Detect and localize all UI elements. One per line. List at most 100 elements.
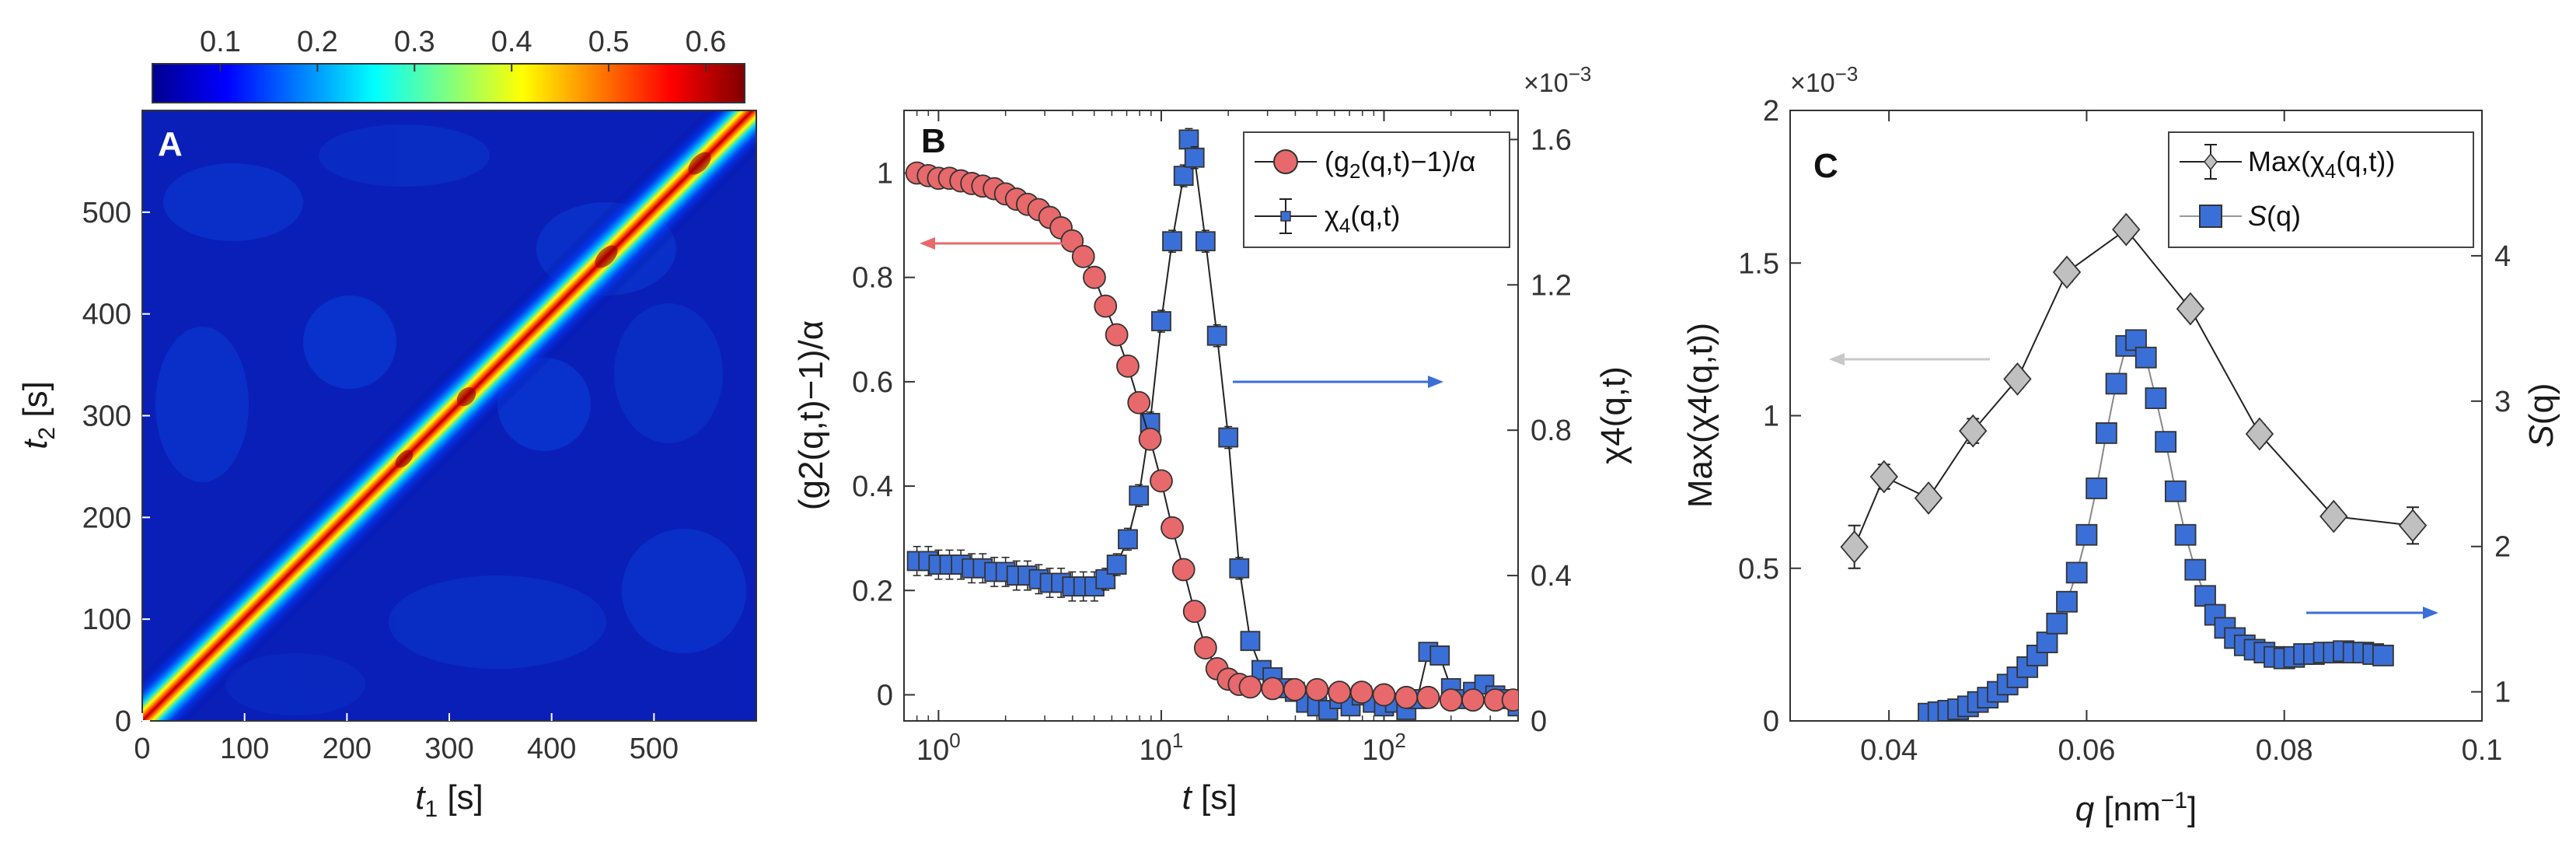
x-tick-label: 100 — [220, 733, 269, 765]
g2-point — [1071, 244, 1095, 268]
y-right-tick-label: 1.6 — [1531, 124, 1572, 156]
y-left-tick-label: 0.4 — [852, 470, 893, 503]
sq-point — [2134, 346, 2157, 369]
g2-point — [1138, 427, 1162, 451]
chi4-point — [1240, 631, 1261, 652]
g2-point — [1501, 688, 1518, 712]
panel-b-marks — [905, 128, 1518, 720]
g2-point — [1238, 675, 1262, 699]
colorbar — [152, 63, 745, 103]
g2-point — [1105, 323, 1129, 347]
chi4-point — [1118, 529, 1138, 550]
legend-maxchi4-entry: Max(χ4(q,t)) — [2180, 144, 2395, 183]
g2-point — [1171, 558, 1196, 582]
panel-b-xlabel: t [s] — [1182, 778, 1237, 817]
panel-c-marks — [1840, 212, 2428, 721]
sq-point — [2184, 558, 2207, 581]
y-left-tick-label: 1.5 — [1738, 247, 1779, 280]
sq-point — [2164, 480, 2187, 502]
panel-c-arrow-right — [2306, 607, 2438, 619]
y-tick-label: 0 — [115, 705, 131, 738]
g2-point — [1283, 677, 1307, 701]
maxchi4-point — [1869, 460, 1898, 494]
sq-point — [2075, 523, 2098, 546]
maxchi4-point — [1959, 414, 1988, 448]
chi4-point — [1151, 311, 1171, 331]
g2-point — [1116, 354, 1140, 378]
panel-a-axes: 0 100 200 300 400 500 0 100 200 300 400 500 — [82, 197, 679, 765]
g2-point — [1461, 688, 1485, 712]
y-right-tick-label: 0 — [1531, 705, 1547, 738]
g2-point — [1261, 677, 1285, 701]
sq-point — [2174, 523, 2197, 546]
chi4-point — [1184, 147, 1205, 168]
g2-point — [1094, 294, 1118, 318]
sq-point — [2056, 590, 2078, 613]
chi4-point — [1206, 325, 1227, 346]
y-right-tick-label: 4 — [2494, 240, 2511, 273]
x-tick-label: 100 — [916, 729, 961, 767]
colorbar-tick-label: 0.3 — [394, 26, 435, 58]
panel-b-arrow-left — [920, 237, 1073, 250]
g2-point — [1328, 680, 1352, 704]
y-left-tick-label: 1 — [1763, 401, 1779, 433]
x-tick-label: 0.08 — [2256, 734, 2313, 767]
legend-maxchi4-label: Max(χ4(q,t)) — [2248, 145, 2395, 183]
g2-point — [1305, 677, 1329, 701]
chi4-point — [1173, 166, 1194, 187]
x-tick-label: 500 — [630, 733, 679, 765]
x-tick-label: 300 — [424, 733, 473, 765]
panel-b-axes: 100 101 102 0 0.2 0.4 0.6 0.8 1 0 0.4 0.8 1.2 1.6 — [852, 110, 1572, 767]
y-left-tick-label: 0 — [877, 679, 893, 712]
maxchi4-point — [2052, 255, 2082, 289]
g2-point — [1416, 685, 1440, 709]
legend-g2-entry: (g2(q,t)−1)/α — [1255, 145, 1475, 183]
panel-c-plot: 0.04 0.06 0.08 0.1 0 0.5 1 1.5 2 1 2 3 4 C ×10−3 Max… — [1681, 62, 2560, 828]
panel-c-label: C — [1813, 147, 1838, 185]
colorbar-tick-label: 0.6 — [686, 26, 727, 58]
colorbar-tick-label: 0.2 — [297, 26, 338, 58]
y-right-tick-label: 2 — [2494, 531, 2511, 564]
colorbar-tick-label: 0.1 — [200, 26, 241, 58]
g2-point — [1193, 636, 1217, 659]
y-left-tick-label: 0.8 — [852, 262, 893, 295]
x-tick-label: 200 — [323, 733, 372, 765]
legend-sq-entry: S(q) — [2180, 200, 2301, 232]
y-left-tick-label: 0.5 — [1738, 553, 1779, 586]
g2-point — [1182, 600, 1206, 624]
sq-point — [2036, 631, 2058, 653]
g2-point — [1372, 683, 1396, 707]
x-tick-label: 0.06 — [2058, 734, 2115, 767]
maxchi4-point — [1840, 530, 1869, 564]
x-tick-label: 102 — [1362, 729, 1406, 767]
sq-point — [2372, 644, 2394, 666]
y-tick-label: 500 — [82, 197, 131, 229]
panel-c-left-multiplier: ×10−3 — [1790, 62, 1858, 98]
g2-point — [1349, 680, 1374, 704]
maxchi4-point — [2319, 499, 2348, 533]
maxchi4-point — [2245, 417, 2274, 451]
sq-point — [2046, 612, 2068, 635]
g2-point — [1060, 229, 1084, 253]
sq-point — [2155, 431, 2177, 453]
y-tick-label: 400 — [82, 299, 131, 331]
g2-point — [1083, 265, 1106, 289]
sq-point — [2086, 477, 2108, 499]
panel-b-right-multiplier: ×10−3 — [1524, 62, 1591, 98]
panel-c-legend: Max(χ4(q,t)) S(q) — [2168, 131, 2474, 248]
panel-c-axes: 0.04 0.06 0.08 0.1 0 0.5 1 1.5 2 1 2 3 4 — [1738, 95, 2511, 767]
x-tick-label: 0 — [134, 733, 150, 765]
g2-point — [1439, 688, 1463, 712]
panel-c-arrow-left — [1829, 353, 1990, 366]
heatmap-hotspots — [395, 152, 711, 468]
x-tick-label: 0.04 — [1860, 734, 1918, 767]
panel-b-ylabel-right: χ4(q,t) — [1594, 366, 1632, 464]
sq-point — [2105, 373, 2127, 395]
y-left-tick-label: 0.6 — [852, 366, 893, 399]
sq-point — [2065, 561, 2088, 584]
panel-b-legend: (g2(q,t)−1)/α χ4(q,t) — [1243, 131, 1510, 248]
legend-g2-label: (g2(q,t)−1)/α — [1325, 145, 1475, 183]
chi4-point — [1195, 231, 1216, 252]
chi4-point — [1429, 645, 1450, 666]
